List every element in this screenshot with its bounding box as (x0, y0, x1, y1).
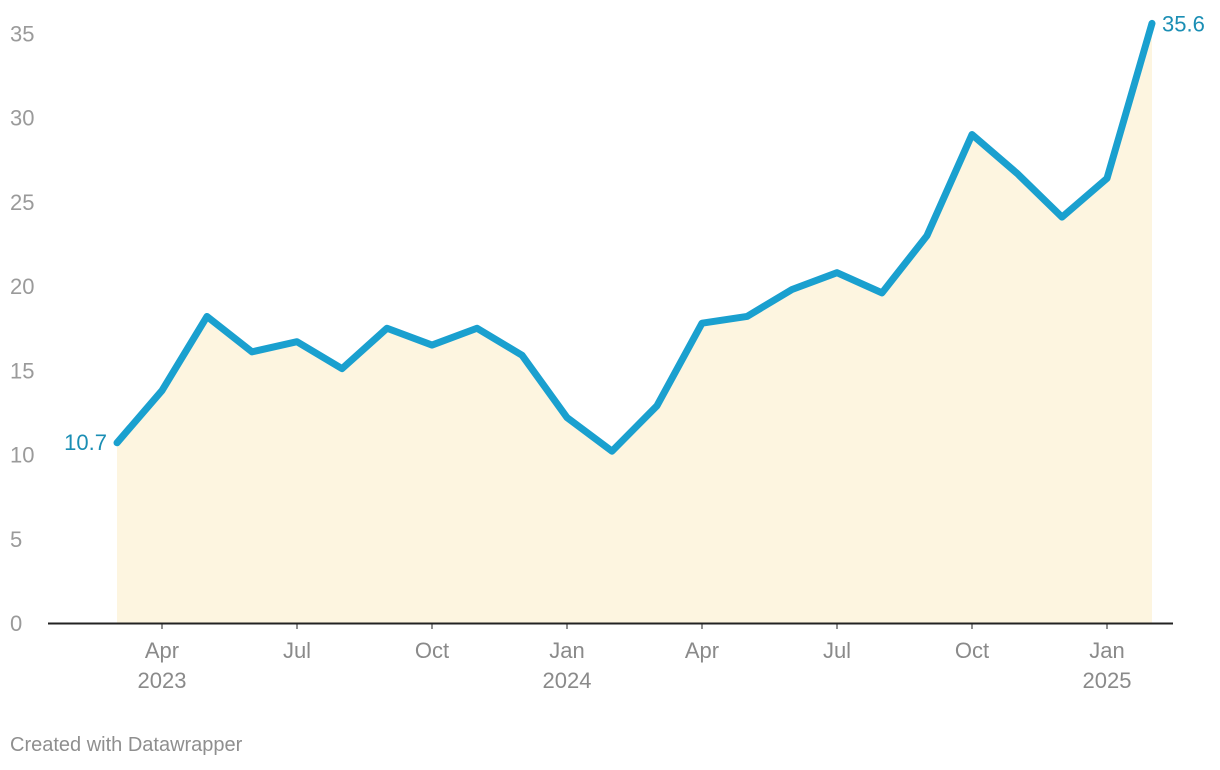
data-label-first: 10.7 (64, 430, 107, 455)
y-tick-label: 15 (10, 358, 34, 383)
x-tick-year-label: 2025 (1083, 668, 1132, 693)
y-tick-label: 20 (10, 274, 34, 299)
x-tick-label: Jul (283, 638, 311, 663)
x-tick-label: Jan (1089, 638, 1124, 663)
y-tick-label: 35 (10, 22, 34, 47)
y-tick-label: 10 (10, 443, 34, 468)
x-tick-label: Apr (145, 638, 179, 663)
series-line (113, 19, 1156, 455)
area-fill (117, 23, 1152, 623)
x-tick-label: Oct (415, 638, 449, 663)
y-tick-label: 0 (10, 611, 22, 636)
x-tick-label: Jul (823, 638, 851, 663)
y-tick-label: 30 (10, 106, 34, 131)
x-tick-year-label: 2024 (543, 668, 592, 693)
x-tick-label: Jan (549, 638, 584, 663)
x-tick-label: Apr (685, 638, 719, 663)
y-tick-label: 25 (10, 190, 34, 215)
x-tick-year-label: 2023 (138, 668, 187, 693)
credit-text: Created with Datawrapper (10, 734, 243, 756)
data-label-last: 35.6 (1162, 11, 1205, 36)
y-tick-label: 5 (10, 527, 22, 552)
x-tick-label: Oct (955, 638, 989, 663)
